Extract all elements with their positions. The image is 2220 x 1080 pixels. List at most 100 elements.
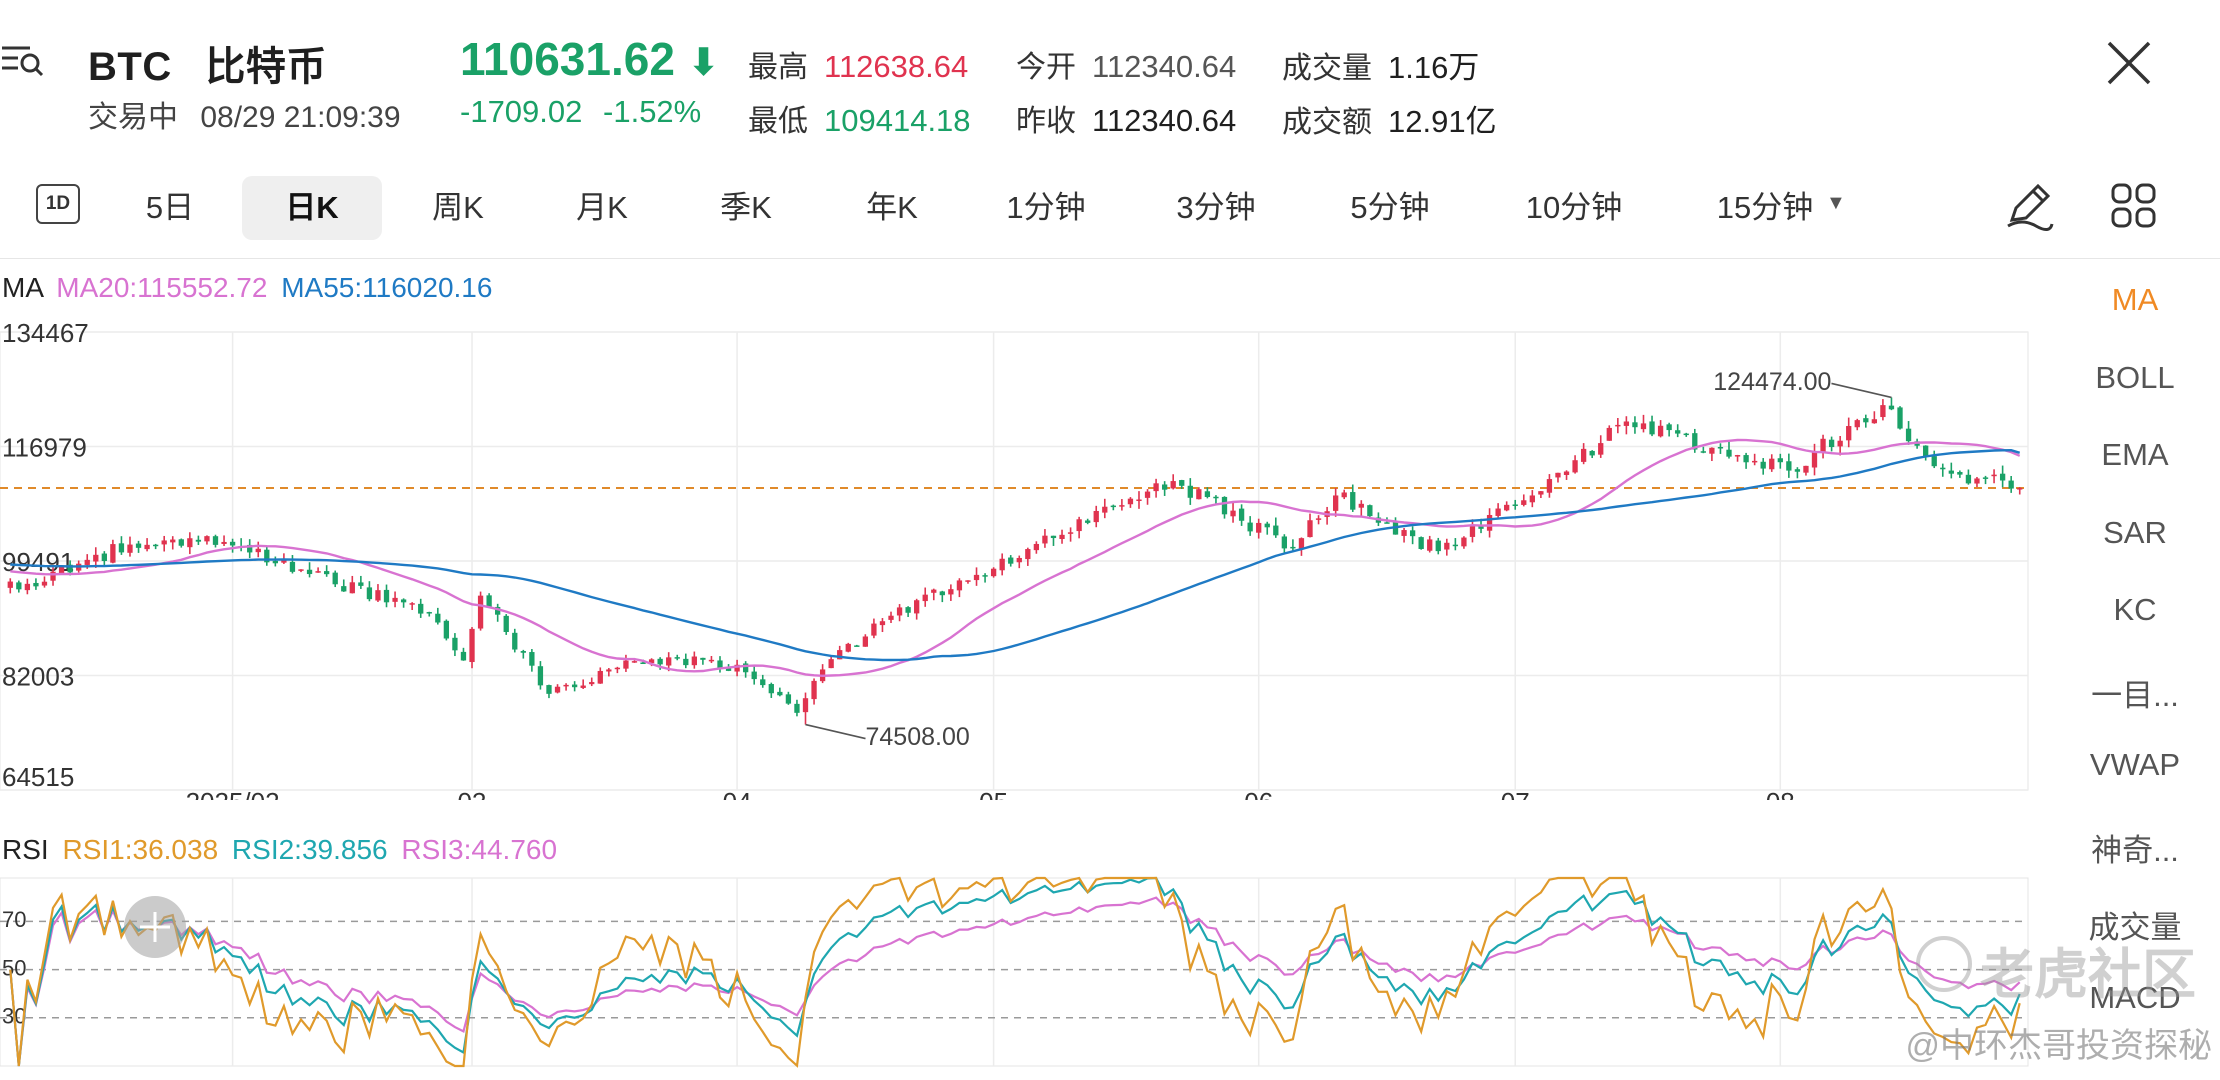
candle-body <box>563 684 569 687</box>
candle-body <box>101 553 107 562</box>
candle-body <box>1221 496 1228 515</box>
candle-body <box>358 582 364 586</box>
candle-body <box>546 685 552 694</box>
candle-body <box>400 599 407 603</box>
candle-body <box>931 589 937 593</box>
tab-1[interactable]: 日K <box>242 176 382 240</box>
indicator-7[interactable]: 神奇... <box>2091 832 2179 868</box>
indicator-5[interactable]: 一目... <box>2091 677 2179 713</box>
candle-body <box>674 657 680 659</box>
candle-body <box>1777 458 1783 463</box>
candle-body <box>1598 443 1604 455</box>
candle-body <box>1367 505 1373 517</box>
price-value: 110631.62 <box>460 33 675 85</box>
candle-body <box>1751 460 1758 463</box>
stat-value: 112340.64 <box>1092 103 1237 138</box>
candle-body <box>1615 424 1621 427</box>
candle-body <box>956 580 963 591</box>
candle-body <box>486 595 492 607</box>
candle-body <box>785 694 792 704</box>
tab-2[interactable]: 周K <box>432 190 484 225</box>
indicator-4[interactable]: KC <box>2113 592 2157 627</box>
stat-4: 昨收 112340.64 <box>1016 96 1236 140</box>
candle-body <box>1811 451 1818 468</box>
candle-body <box>529 652 535 666</box>
period-1d-icon[interactable]: 1D <box>36 184 80 224</box>
y-tick-label: 82003 <box>2 662 74 692</box>
candle-body <box>1589 450 1595 456</box>
indicator-3[interactable]: SAR <box>2103 514 2167 550</box>
candle-body <box>811 680 817 700</box>
candle-body <box>324 571 330 575</box>
candle-body <box>794 703 800 713</box>
candle-body <box>640 662 646 665</box>
menu-search-icon[interactable] <box>0 36 44 80</box>
candle-body <box>1333 495 1339 511</box>
tab-8[interactable]: 5分钟 <box>1350 190 1430 225</box>
candle-body <box>118 543 125 553</box>
tab-6[interactable]: 1分钟 <box>1006 190 1086 225</box>
y-tick-label: 116979 <box>2 433 87 463</box>
candle-body <box>1709 447 1715 454</box>
candle-body <box>631 661 638 663</box>
candle-body <box>477 595 484 629</box>
last-price: 110631.62 ⬇ <box>460 32 720 86</box>
candle-body <box>495 606 501 615</box>
rsi1-line <box>9 876 2021 1068</box>
caret-down-icon[interactable]: ▼ <box>1826 192 1846 214</box>
candle-body <box>2008 480 2014 489</box>
tab-10[interactable]: 15分钟 <box>1716 190 1814 225</box>
candle-body <box>1247 522 1253 532</box>
candle-body <box>1230 510 1236 517</box>
indicator-9[interactable]: MACD <box>2089 979 2181 1015</box>
candle-body <box>1640 423 1647 430</box>
tab-0[interactable]: 5日 <box>145 190 195 225</box>
candle-body <box>452 637 458 651</box>
candle-body <box>1999 473 2006 481</box>
candle-body <box>1136 499 1142 502</box>
indicator-0[interactable]: MA <box>2111 282 2159 317</box>
symbol-name: 比特币 <box>205 45 327 89</box>
candle-body <box>1256 522 1262 533</box>
indicator-8[interactable]: 成交量 <box>2088 910 2182 945</box>
candle-body <box>24 583 31 591</box>
candle-body <box>512 632 518 650</box>
candle-body <box>460 651 467 661</box>
candle-body <box>1854 420 1860 428</box>
indicator-1[interactable]: BOLL <box>2095 359 2175 395</box>
draw-tool-icon[interactable] <box>2002 180 2054 232</box>
candlestick-chart[interactable]: 1344671169799949182003645152025/02030405… <box>0 310 2040 800</box>
candle-body <box>1452 544 1459 547</box>
candle-body <box>195 539 202 542</box>
candle-body <box>50 571 56 581</box>
y-tick-label: 134467 <box>2 318 89 348</box>
candle-body <box>16 582 22 590</box>
candle-body <box>306 569 313 575</box>
indicator-2[interactable]: EMA <box>2101 437 2169 472</box>
candle-body <box>469 628 475 663</box>
candle-body <box>1760 461 1766 469</box>
add-indicator-button[interactable] <box>124 896 186 958</box>
candle-body <box>1803 465 1809 473</box>
candle-body <box>828 659 834 669</box>
close-icon[interactable] <box>2106 40 2152 86</box>
candle-body <box>589 682 595 685</box>
layout-grid-icon[interactable] <box>2110 182 2158 230</box>
candle-body <box>862 636 869 647</box>
candle-body <box>1657 425 1664 437</box>
candle-body <box>1726 449 1732 457</box>
candle-body <box>1828 439 1835 448</box>
candle-body <box>982 575 988 577</box>
status-text: 交易中 <box>88 101 178 134</box>
candle-body <box>1538 491 1544 495</box>
candle-body <box>1290 546 1296 549</box>
indicator-6[interactable]: VWAP <box>2089 747 2181 782</box>
tab-4[interactable]: 季K <box>720 190 772 225</box>
tab-9[interactable]: 10分钟 <box>1525 190 1623 225</box>
candle-body <box>1204 491 1211 497</box>
tab-7[interactable]: 3分钟 <box>1176 190 1256 225</box>
tab-5[interactable]: 年K <box>866 190 918 225</box>
candle-body <box>1957 471 1963 475</box>
tab-3[interactable]: 月K <box>576 190 628 225</box>
